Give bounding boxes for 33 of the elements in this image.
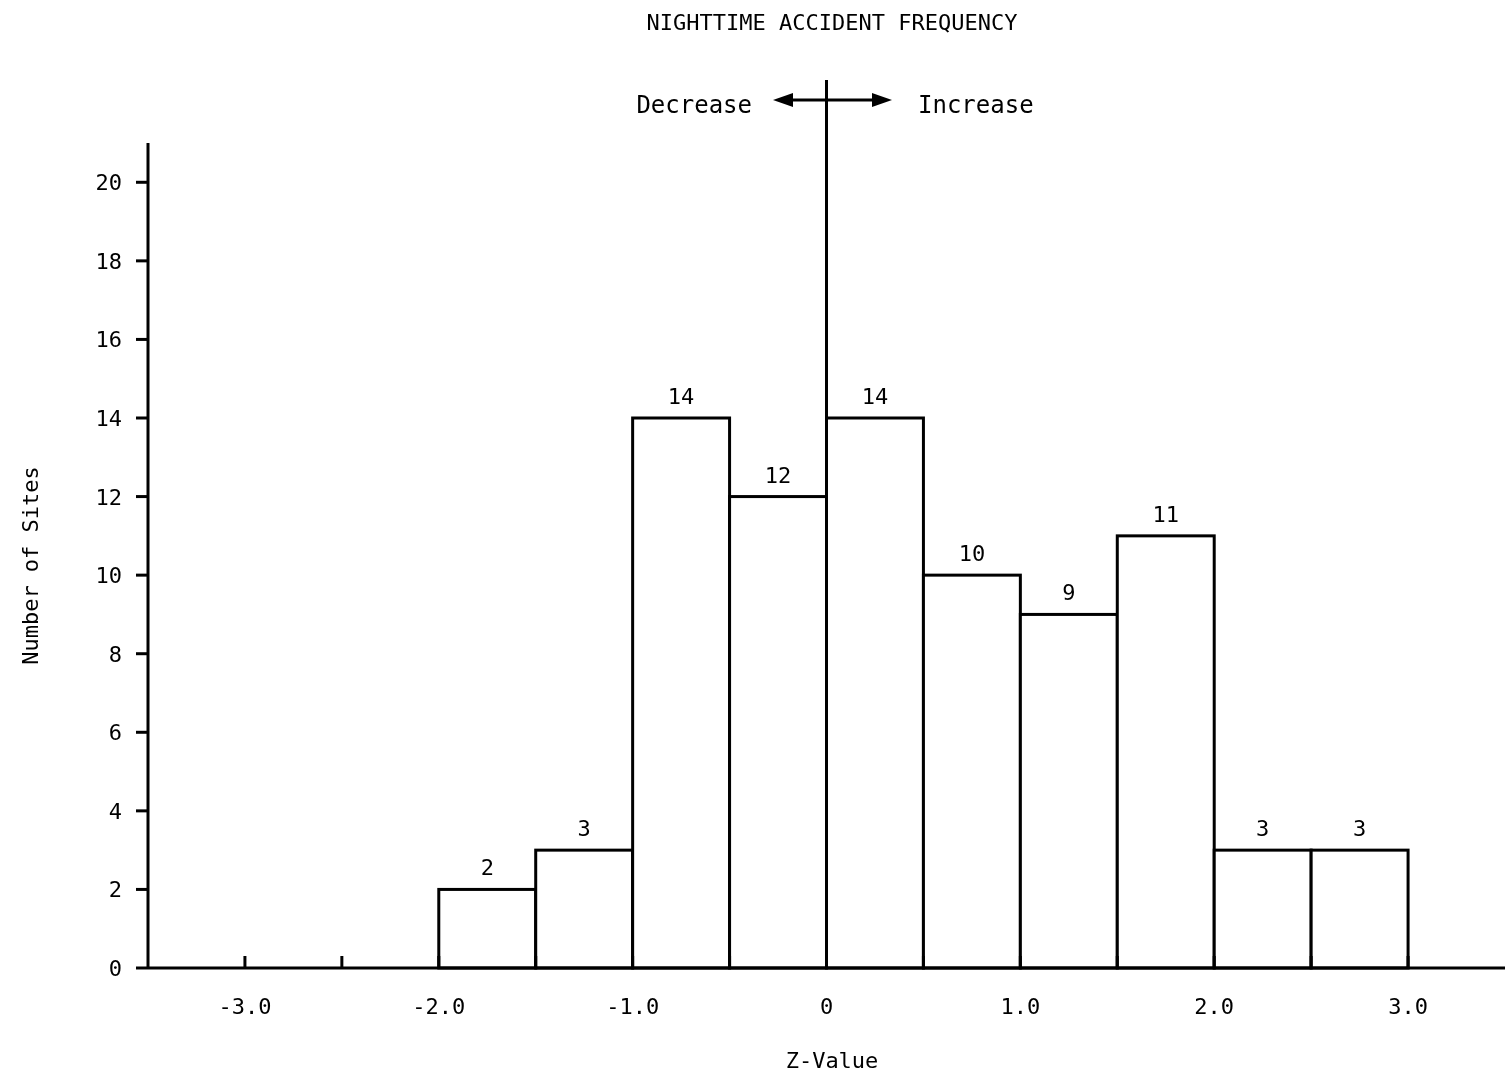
text: Decrease [636, 91, 752, 119]
data-label: 14 [861, 384, 889, 409]
x-tick-label: 0 [819, 994, 834, 1019]
data-label: 10 [958, 541, 986, 567]
data-label: 3 [1256, 816, 1270, 842]
y-tick-label: 6 [108, 720, 122, 746]
y-axis-title: Number of Sites [18, 466, 43, 665]
y-tick-label: 20 [95, 170, 122, 196]
x-tick-label: 3.0 [1388, 994, 1428, 1019]
y-tick-label: 0 [108, 956, 122, 981]
x-tick-label: 2.0 [1194, 994, 1235, 1019]
y-tick-label: 2 [108, 877, 122, 903]
data-label: 9 [1062, 580, 1076, 606]
y-tick-label: 14 [95, 406, 122, 431]
x-axis-title: Z-Value [785, 1048, 879, 1073]
y-tick-label: 8 [108, 641, 122, 667]
data-label: 11 [1152, 501, 1179, 527]
data-label: 14 [667, 384, 695, 409]
chart-title: NIGHTTIME ACCIDENT FREQUENCY [646, 10, 1018, 35]
x-tick-label: -2.0 [412, 994, 466, 1019]
y-tick-label: 18 [95, 248, 122, 274]
data-label: 2 [480, 855, 494, 881]
y-tick-label: 4 [108, 798, 122, 824]
y-tick-label: 12 [95, 484, 122, 510]
text: Increase [918, 91, 1034, 119]
y-tick-label: 16 [95, 327, 122, 353]
x-tick-label: -3.0 [218, 994, 272, 1019]
data-label: 12 [764, 462, 792, 488]
x-tick-label: 1.0 [1000, 994, 1041, 1019]
y-tick-label: 10 [95, 563, 122, 589]
data-label: 3 [1352, 816, 1367, 842]
x-tick-label: -1.0 [606, 994, 660, 1019]
data-label: 3 [577, 816, 591, 842]
